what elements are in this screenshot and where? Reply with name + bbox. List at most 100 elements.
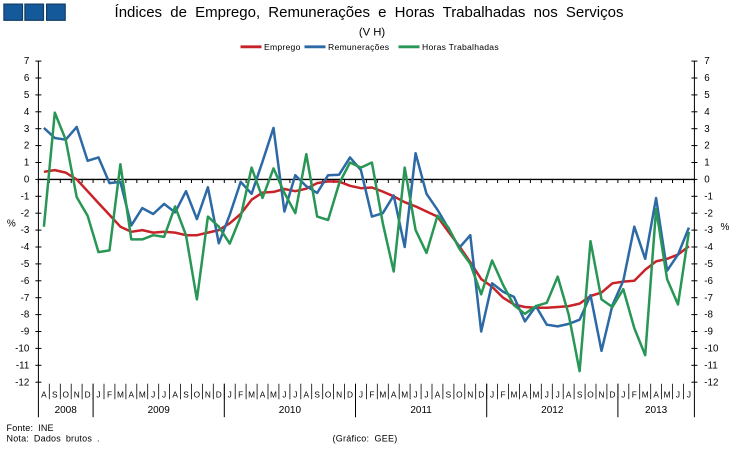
svg-text:J: J [545, 389, 549, 399]
svg-text:J: J [282, 389, 286, 399]
svg-text:J: J [490, 389, 494, 399]
svg-text:A: A [41, 389, 47, 399]
svg-text:6: 6 [24, 73, 30, 84]
svg-text:-12: -12 [15, 377, 29, 388]
svg-text:5: 5 [24, 90, 30, 101]
svg-text:-9: -9 [21, 327, 30, 338]
svg-text:F: F [501, 389, 506, 399]
svg-text:S: S [446, 389, 452, 399]
svg-text:M: M [532, 389, 539, 399]
svg-text:3: 3 [704, 124, 710, 135]
svg-text:-7: -7 [704, 293, 713, 304]
svg-text:J: J [151, 389, 155, 399]
svg-text:0: 0 [704, 174, 710, 185]
svg-text:N: N [599, 389, 605, 399]
svg-text:D: D [347, 389, 353, 399]
svg-text:O: O [325, 389, 332, 399]
svg-text:S: S [52, 389, 58, 399]
svg-text:-3: -3 [704, 225, 713, 236]
svg-text:-10: -10 [15, 343, 30, 354]
svg-text:5: 5 [704, 90, 710, 101]
svg-text:N: N [467, 389, 473, 399]
svg-text:7: 7 [704, 56, 709, 67]
svg-text:J: J [621, 389, 625, 399]
svg-text:M: M [117, 389, 124, 399]
svg-text:2011: 2011 [410, 405, 432, 416]
svg-text:-4: -4 [21, 242, 30, 253]
svg-text:2: 2 [24, 141, 29, 152]
svg-text:-10: -10 [704, 343, 719, 354]
svg-text:J: J [414, 389, 418, 399]
svg-text:A: A [653, 389, 659, 399]
svg-text:-5: -5 [21, 259, 30, 270]
svg-text:-1: -1 [21, 191, 30, 202]
svg-text:-8: -8 [21, 310, 30, 321]
svg-text:-6: -6 [704, 276, 713, 287]
svg-text:Nota: Dados brutos .: Nota: Dados brutos . [7, 434, 100, 444]
svg-text:2: 2 [704, 141, 709, 152]
svg-text:M: M [139, 389, 146, 399]
svg-text:M: M [248, 389, 255, 399]
svg-text:M: M [379, 389, 386, 399]
svg-text:M: M [642, 389, 649, 399]
svg-text:M: M [401, 389, 408, 399]
svg-text:S: S [314, 389, 320, 399]
svg-text:J: J [556, 389, 560, 399]
svg-text:M: M [664, 389, 671, 399]
svg-text:%: % [7, 218, 16, 229]
svg-text:J: J [96, 389, 100, 399]
svg-text:2008: 2008 [55, 405, 78, 416]
svg-text:F: F [632, 389, 637, 399]
svg-text:J: J [424, 389, 428, 399]
svg-text:A: A [129, 389, 135, 399]
svg-text:J: J [676, 389, 680, 399]
svg-text:-12: -12 [704, 377, 718, 388]
svg-text:-4: -4 [704, 242, 713, 253]
svg-text:J: J [293, 389, 297, 399]
svg-text:M: M [270, 389, 277, 399]
svg-text:O: O [456, 389, 463, 399]
svg-text:-8: -8 [704, 310, 713, 321]
svg-text:2010: 2010 [279, 405, 302, 416]
svg-text:J: J [687, 389, 691, 399]
svg-text:N: N [74, 389, 80, 399]
svg-text:F: F [238, 389, 243, 399]
svg-text:S: S [183, 389, 189, 399]
svg-text:N: N [336, 389, 342, 399]
svg-text:4: 4 [24, 107, 30, 118]
svg-text:-3: -3 [21, 225, 30, 236]
svg-text:-9: -9 [704, 327, 713, 338]
svg-text:Horas Trabalhadas: Horas Trabalhadas [422, 42, 499, 52]
svg-text:2009: 2009 [148, 405, 171, 416]
svg-text:A: A [260, 389, 266, 399]
svg-text:%: % [721, 222, 730, 233]
svg-text:J: J [359, 389, 363, 399]
svg-text:-2: -2 [704, 208, 713, 219]
svg-text:-5: -5 [704, 259, 713, 270]
svg-text:Emprego: Emprego [264, 42, 301, 52]
svg-text:S: S [577, 389, 583, 399]
svg-text:-11: -11 [704, 360, 717, 371]
svg-text:1: 1 [704, 158, 709, 169]
svg-text:Índices de Emprego, Remuneraçõ: Índices de Emprego, Remunerações e Horas… [115, 4, 624, 21]
svg-text:O: O [194, 389, 201, 399]
svg-text:-11: -11 [16, 360, 29, 371]
svg-text:F: F [107, 389, 112, 399]
svg-text:4: 4 [704, 107, 710, 118]
svg-text:F: F [369, 389, 374, 399]
svg-text:-1: -1 [704, 191, 713, 202]
svg-text:O: O [62, 389, 69, 399]
svg-text:N: N [205, 389, 211, 399]
svg-text:2013: 2013 [645, 405, 668, 416]
svg-text:1: 1 [24, 158, 29, 169]
svg-text:-2: -2 [21, 208, 30, 219]
svg-text:3: 3 [24, 124, 30, 135]
svg-text:A: A [566, 389, 572, 399]
svg-text:7: 7 [24, 56, 29, 67]
svg-text:M: M [511, 389, 518, 399]
svg-text:Fonte: INE: Fonte: INE [7, 423, 54, 433]
svg-text:2012: 2012 [541, 405, 564, 416]
svg-text:J: J [228, 389, 232, 399]
svg-text:O: O [587, 389, 594, 399]
svg-text:6: 6 [704, 73, 710, 84]
